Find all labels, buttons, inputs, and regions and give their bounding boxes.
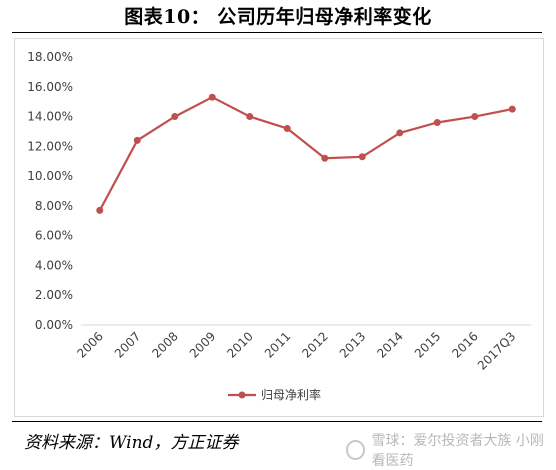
source-note: 资料来源：Wind，方正证券 <box>24 433 239 453</box>
watermark-logo-icon <box>346 440 366 460</box>
x-tick-label: 2008 <box>149 329 180 360</box>
y-tick-label: 4.00% <box>35 258 73 272</box>
data-point <box>171 113 179 121</box>
data-point <box>208 93 216 101</box>
data-point <box>283 124 291 132</box>
legend-swatch-marker <box>238 391 246 399</box>
series-points <box>96 93 516 214</box>
data-point <box>321 154 329 162</box>
data-point <box>133 136 141 144</box>
x-tick-label: 2017Q3 <box>475 329 519 373</box>
y-tick-label: 18.00% <box>27 50 73 64</box>
figure-title: 图表10： 公司历年归母净利率变化 <box>124 6 432 28</box>
watermark-text: 雪球：爱尔投资者大族 小刚看医药 <box>371 433 544 469</box>
legend-label: 归母净利率 <box>261 387 321 402</box>
x-axis-ticks: 2006 2007 2008 2009 2010 2011 2012 2013 2014 2015… <box>74 329 518 373</box>
x-tick-label: 2015 <box>412 329 443 360</box>
y-tick-label: 8.00% <box>35 199 73 213</box>
watermark: 雪球：爱尔投资者大族 小刚看医药 <box>346 430 556 470</box>
y-tick-label: 10.00% <box>27 169 73 183</box>
data-point <box>96 206 104 214</box>
chart-frame: 0.00% 2.00% 4.00% 6.00% 8.00% 10.00% 12.00% 14.… <box>14 38 544 417</box>
data-point <box>508 105 516 113</box>
bottom-rule <box>12 421 542 422</box>
x-tick-label: 2009 <box>187 329 218 360</box>
y-tick-label: 6.00% <box>35 229 73 243</box>
x-tick-label: 2016 <box>449 329 480 360</box>
data-point <box>358 153 366 161</box>
x-tick-label: 2014 <box>374 329 405 360</box>
data-point <box>433 119 441 127</box>
chart-svg: 0.00% 2.00% 4.00% 6.00% 8.00% 10.00% 12.00% 14.… <box>27 50 531 402</box>
x-tick-label: 2010 <box>224 329 255 360</box>
y-tick-label: 14.00% <box>27 110 73 124</box>
y-tick-label: 16.00% <box>27 80 73 94</box>
data-point <box>246 113 254 121</box>
top-rule <box>12 32 542 33</box>
y-tick-label: 0.00% <box>35 318 73 332</box>
x-tick-label: 2007 <box>112 329 143 360</box>
x-tick-label: 2013 <box>337 329 368 360</box>
series-line <box>98 95 513 211</box>
y-tick-label: 2.00% <box>35 288 73 302</box>
y-tick-label: 12.00% <box>27 139 73 153</box>
x-tick-label: 2006 <box>74 329 105 360</box>
x-tick-label: 2012 <box>299 329 330 360</box>
y-axis-ticks: 0.00% 2.00% 4.00% 6.00% 8.00% 10.00% 12.00% 14.… <box>27 50 73 332</box>
data-point <box>396 129 404 137</box>
x-tick-label: 2011 <box>262 329 293 360</box>
data-point <box>471 113 479 121</box>
legend: 归母净利率 <box>228 387 321 402</box>
